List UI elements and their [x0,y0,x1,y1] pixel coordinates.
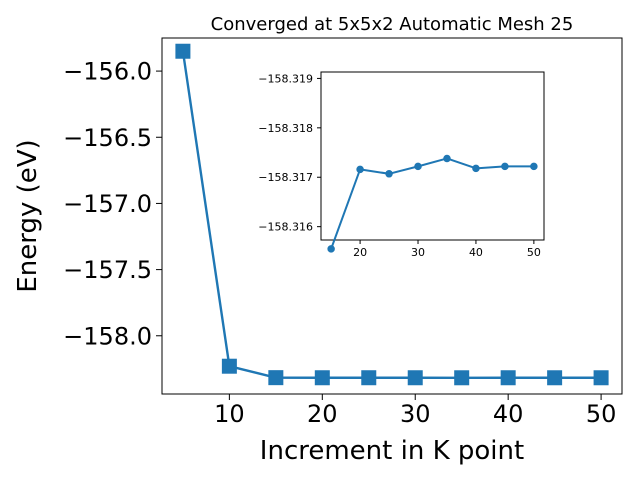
inset-data-point [356,165,364,174]
inset-series [327,154,538,253]
main-x-tick-label: 40 [493,400,524,428]
x-axis-label: Increment in K point [260,436,524,466]
inset-y-tick-label: −158.316 [258,221,313,234]
inset-data-point [414,162,422,171]
main-x-ticks: 10 20 30 40 50 [214,394,616,428]
main-data-point [361,370,377,386]
main-data-point [268,370,284,386]
main-data-point [407,370,423,386]
main-data-point [547,370,563,386]
main-y-tick-label: −156.5 [63,124,152,152]
main-series-line [181,51,602,379]
inset-y-tick-label: −158.318 [258,122,313,135]
main-data-point [221,358,237,374]
main-plot-frame [161,37,623,395]
main-x-tick-label: 10 [214,400,245,428]
main-series [175,43,609,386]
inset-x-tick-label: 30 [411,246,425,259]
main-y-tick-label: −156.0 [63,58,152,86]
y-axis-label: Energy (eV) [13,139,43,292]
main-x-tick-label: 50 [586,400,617,428]
inset-data-point [443,154,451,163]
inset-data-point [472,164,480,173]
main-x-tick-label: 30 [400,400,431,428]
chart-title: Converged at 5x5x2 Automatic Mesh 25 [211,14,574,35]
inset-y-ticks: −158.316 −158.317 −158.318 −158.319 [258,72,321,234]
inset-y-tick-label: −158.319 [258,72,313,85]
main-y-tick-label: −157.0 [63,190,152,218]
main-y-tick-label: −158.0 [63,322,152,350]
main-data-point [175,43,191,59]
main-y-tick-label: −157.5 [63,256,152,284]
inset-plot-frame [320,71,545,241]
inset-y-tick-label: −158.317 [258,171,313,184]
inset-x-tick-label: 40 [469,246,483,259]
main-x-tick-label: 20 [307,400,338,428]
inset-series-line [330,157,534,250]
inset-plot: 20 30 40 50 −158.316−158.317−158.318−158.31… [258,71,545,259]
inset-data-point [385,170,393,178]
main-data-point [500,370,516,386]
inset-x-tick-label: 20 [353,246,367,259]
inset-data-point [327,245,335,253]
main-data-point [593,370,609,386]
inset-data-point [530,162,538,171]
main-plot: 10 20 30 40 50 −156.0 −156.5 −157.0 −157.5 −158.… [13,14,623,466]
main-data-point [454,370,470,386]
main-data-point [314,370,330,386]
main-y-ticks: −156.0 −156.5 −157.0 −157.5 −158.0 [63,58,162,350]
inset-x-ticks: 20 30 40 50 [353,240,541,259]
inset-x-tick-label: 50 [527,246,541,259]
inset-data-point [501,162,509,171]
inset-background [321,72,544,240]
